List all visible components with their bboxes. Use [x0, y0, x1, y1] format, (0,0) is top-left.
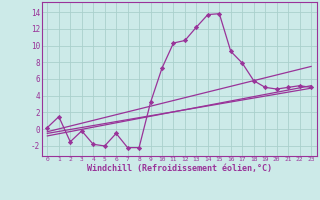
- X-axis label: Windchill (Refroidissement éolien,°C): Windchill (Refroidissement éolien,°C): [87, 164, 272, 173]
